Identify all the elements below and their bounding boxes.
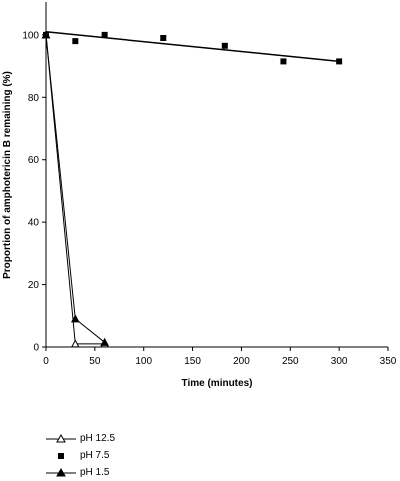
x-tick-label: 100 [135, 356, 152, 367]
x-tick-label: 350 [380, 356, 397, 367]
y-tick-label: 40 [28, 218, 40, 229]
ticks: 0 50 100 150 200 250 300 350 0 20 40 60 80 100 [22, 30, 396, 367]
point-ph-12-5 [70, 339, 80, 348]
point-ph-7-5 [336, 58, 343, 65]
point-ph-1-5 [70, 314, 80, 323]
point-ph-7-5 [160, 34, 167, 41]
point-ph-1-5 [100, 337, 109, 346]
open-triangle-icon [46, 433, 76, 442]
trendline-ph-7-5 [45, 31, 340, 63]
y-tick-label: 60 [28, 155, 40, 166]
trendline [45, 31, 340, 63]
x-tick-label: 150 [184, 356, 201, 367]
y-tick-label: 80 [28, 93, 40, 104]
legend-label: pH 7.5 [80, 450, 110, 461]
legend: pH 12.5 pH 7.5 pH 1.5 [46, 430, 246, 481]
series-line-ph-1-5 [45, 34, 105, 343]
legend-label: pH 12.5 [80, 433, 116, 444]
filled-triangle-icon [46, 467, 76, 476]
legend-item-ph-12-5: pH 12.5 [46, 430, 246, 447]
x-tick-label: 300 [331, 356, 348, 367]
point-ph-7-5 [221, 42, 228, 49]
data-points [41, 30, 343, 348]
x-tick-label: 50 [89, 356, 101, 367]
series-lines [45, 34, 105, 345]
axes [45, 2, 388, 348]
x-tick-label: 0 [43, 356, 49, 367]
point-ph-7-5 [101, 31, 108, 38]
filled-square-icon [58, 452, 64, 459]
x-tick-label: 200 [233, 356, 250, 367]
y-tick-label: 0 [33, 343, 39, 354]
y-tick-label: 100 [22, 30, 39, 41]
legend-item-ph-7-5: pH 7.5 [46, 447, 246, 464]
y-tick-label: 20 [28, 280, 40, 291]
x-axis-title: Time (minutes) [182, 378, 253, 389]
point-ph-7-5 [72, 38, 79, 45]
chart: 0 50 100 150 200 250 300 350 0 20 40 60 80 100 Time (… [2, 2, 397, 389]
point-ph-7-5 [280, 58, 287, 65]
series-line-ph-12-5 [45, 34, 105, 345]
y-axis-title: Proportion of amphotericin B remaining (… [2, 71, 13, 279]
point-ph-1-5 [41, 30, 51, 39]
legend-label: pH 1.5 [80, 467, 110, 478]
x-tick-label: 250 [282, 356, 299, 367]
legend-item-ph-1-5: pH 1.5 [46, 464, 246, 481]
